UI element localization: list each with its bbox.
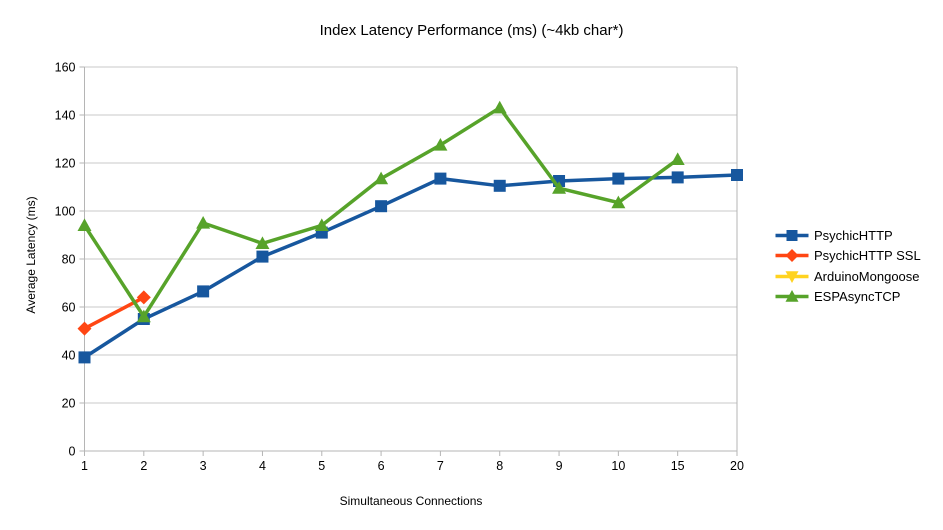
- legend-item-psychichttp: PsychicHTTP: [775, 225, 921, 246]
- x-tick-label: 15: [671, 459, 685, 473]
- series-espasynctcp: [77, 100, 685, 323]
- x-tick-label: 8: [496, 459, 503, 473]
- legend-marker: [785, 290, 799, 302]
- legend-marker: [785, 271, 799, 283]
- legend-marker: [786, 229, 798, 241]
- legend-item-espasynctcp: ESPAsyncTCP: [775, 287, 921, 308]
- data-point-marker: [670, 152, 685, 165]
- x-axis-title: Simultaneous Connections: [339, 494, 483, 508]
- data-point-marker: [256, 250, 269, 263]
- series-line: [83, 105, 679, 320]
- legend-key-diamond-icon: [775, 249, 809, 263]
- data-point-marker: [314, 218, 329, 231]
- data-point-marker: [552, 181, 567, 194]
- legend-item-psychichttp-ssl: PsychicHTTP SSL: [775, 246, 921, 267]
- data-point-marker: [136, 290, 151, 305]
- x-tick-label: 5: [318, 459, 325, 473]
- x-tick-label: 10: [611, 459, 625, 473]
- series-line: [83, 173, 738, 359]
- x-tick-label: 4: [259, 459, 266, 473]
- x-tick-label: 6: [378, 459, 385, 473]
- data-point-marker: [492, 100, 507, 114]
- series-psychichttp: [78, 169, 743, 364]
- y-tick-label: 120: [55, 157, 76, 171]
- data-point-marker: [255, 236, 270, 249]
- data-point-marker: [197, 285, 210, 298]
- x-tick-label: 3: [200, 459, 207, 473]
- data-point-marker: [731, 169, 743, 181]
- x-tick-label: 2: [140, 459, 147, 473]
- data-point-marker: [196, 216, 211, 229]
- y-tick-label: 60: [62, 301, 76, 315]
- x-tick-label: 1: [81, 459, 88, 473]
- data-point-marker: [375, 200, 388, 213]
- data-point-marker: [433, 138, 448, 151]
- legend-key-triangle-down-icon: [775, 271, 809, 283]
- data-point-marker: [78, 351, 91, 364]
- data-point-marker: [493, 179, 506, 192]
- x-tick-label: 7: [437, 459, 444, 473]
- y-tick-label: 40: [62, 349, 76, 363]
- legend: PsychicHTTP PsychicHTTP SSL ArduinoMongoos…: [775, 225, 921, 307]
- data-point-marker: [77, 321, 92, 336]
- legend-key-triangle-up-icon: [775, 290, 809, 302]
- data-point-marker: [612, 172, 625, 185]
- y-tick-label: 160: [55, 61, 76, 75]
- legend-item-arduinomongoose: ArduinoMongoose: [775, 266, 921, 287]
- y-tick-label: 20: [62, 397, 76, 411]
- legend-label: PsychicHTTP: [814, 227, 893, 243]
- data-point-marker: [671, 171, 684, 184]
- legend-label: ArduinoMongoose: [814, 268, 920, 284]
- legend-key-square-icon: [775, 229, 809, 241]
- chart-title: Index Latency Performance (ms) (~4kb cha…: [319, 22, 624, 39]
- x-tick-label: 9: [556, 459, 563, 473]
- data-point-marker: [434, 172, 447, 185]
- data-point-marker: [77, 218, 92, 231]
- data-point-marker: [136, 309, 151, 323]
- y-tick-label: 80: [62, 253, 76, 267]
- data-point-marker: [611, 195, 626, 209]
- y-tick-label: 0: [69, 445, 76, 459]
- data-point-marker: [374, 171, 389, 185]
- legend-label: PsychicHTTP SSL: [814, 248, 921, 264]
- legend-label: ESPAsyncTCP: [814, 289, 901, 305]
- y-tick-label: 140: [55, 109, 76, 123]
- x-tick-label: 20: [730, 459, 744, 473]
- y-tick-label: 100: [55, 205, 76, 219]
- legend-marker: [785, 249, 799, 263]
